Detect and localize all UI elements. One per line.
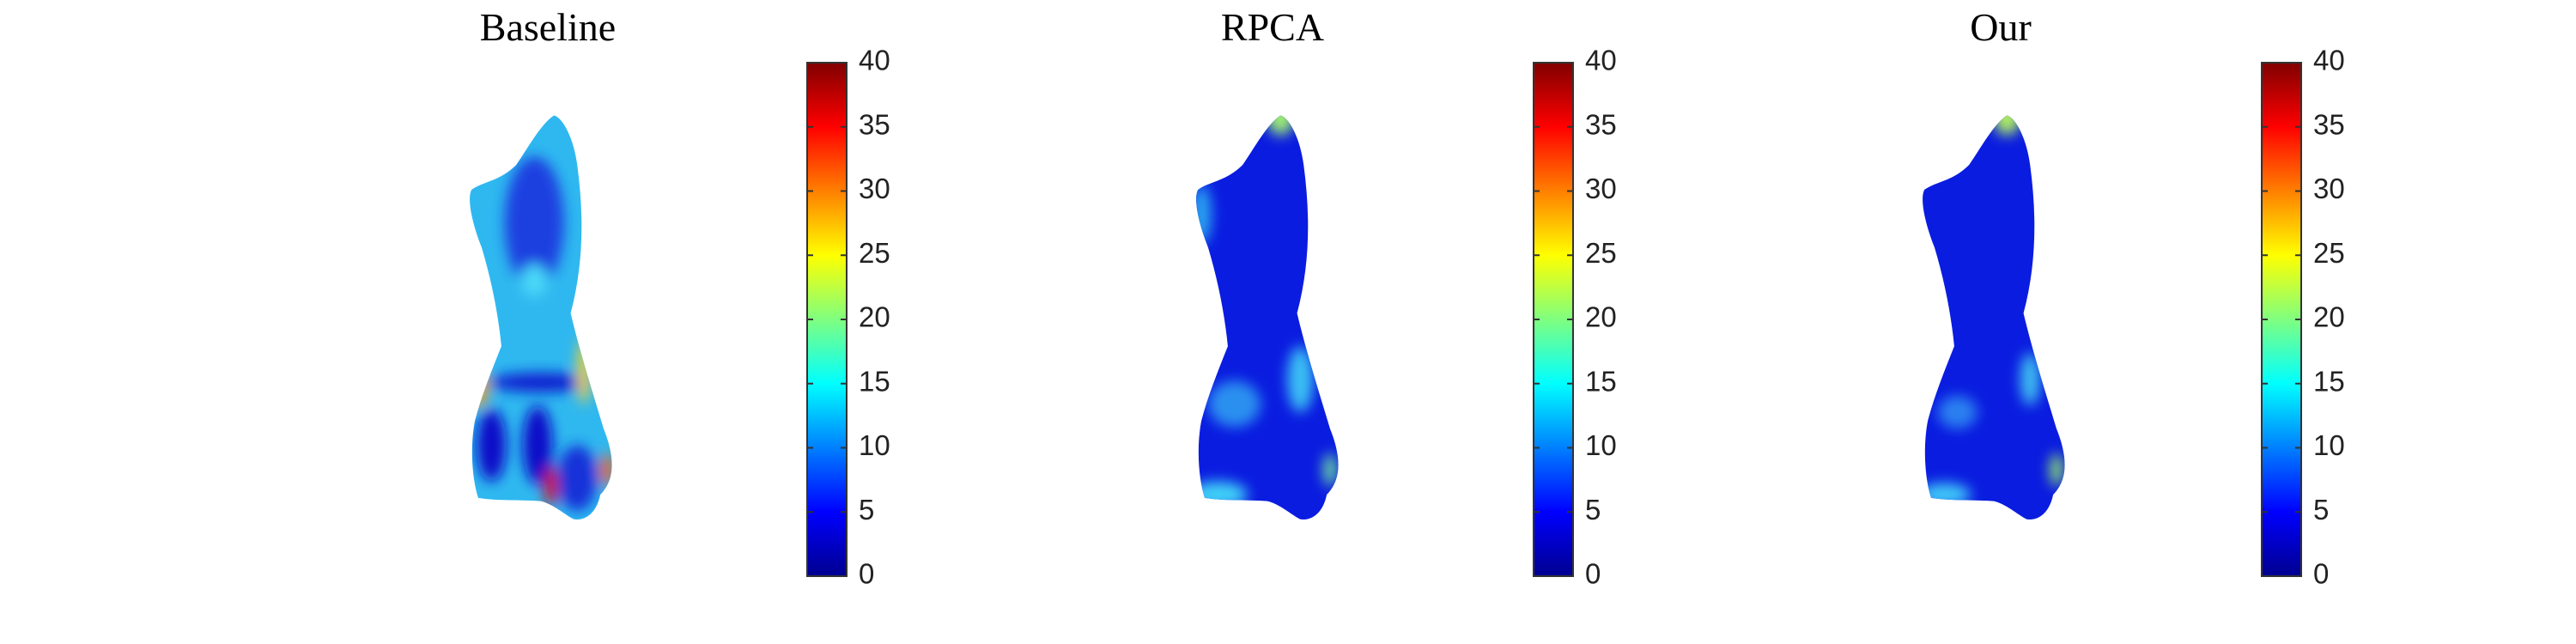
tick-label: 0	[1585, 558, 1601, 590]
panel-title: RPCA	[1221, 5, 1324, 49]
tick-label: 5	[859, 494, 874, 526]
tick-label: 10	[1585, 429, 1617, 461]
panel-title: Our	[1970, 5, 2032, 49]
tick-label: 10	[859, 429, 890, 461]
colorbar	[2261, 62, 2302, 577]
tick-label: 35	[859, 108, 890, 140]
tick-label: 15	[1585, 365, 1617, 397]
tick-label: 40	[859, 45, 890, 76]
tick-label: 35	[2313, 108, 2345, 140]
panel-title: Baseline	[480, 5, 616, 49]
tick-label: 20	[1585, 301, 1617, 333]
tick-label: 40	[2313, 45, 2345, 76]
tick-label: 40	[1585, 45, 1617, 76]
tick-label: 20	[2313, 301, 2345, 333]
tick-label: 25	[2313, 237, 2345, 269]
tick-label: 15	[2313, 365, 2345, 397]
tick-label: 25	[1585, 237, 1617, 269]
tick-label: 35	[1585, 108, 1617, 140]
tick-label: 30	[1585, 173, 1617, 204]
error-map	[1923, 115, 2065, 520]
tick-label: 30	[859, 173, 890, 204]
tick-label: 20	[859, 301, 890, 333]
tick-label: 10	[2313, 429, 2345, 461]
tick-label: 25	[859, 237, 890, 269]
tick-label: 30	[2313, 173, 2345, 204]
tick-label: 0	[2313, 558, 2329, 590]
colorbar	[806, 62, 848, 577]
tick-label: 5	[1585, 494, 1601, 526]
tick-label: 15	[859, 365, 890, 397]
tick-label: 0	[859, 558, 874, 590]
error-map	[1196, 115, 1339, 520]
tick-label: 5	[2313, 494, 2329, 526]
error-map	[470, 115, 612, 520]
